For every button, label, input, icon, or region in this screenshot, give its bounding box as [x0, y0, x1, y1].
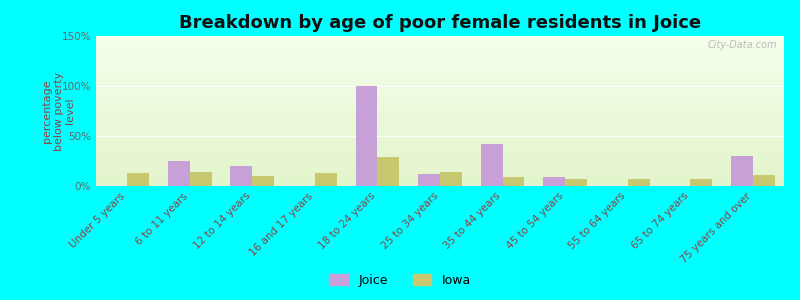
- Bar: [168, 161, 190, 186]
- Bar: [127, 173, 149, 186]
- Bar: [355, 86, 378, 186]
- Bar: [230, 166, 252, 186]
- Bar: [731, 156, 753, 186]
- Bar: [252, 176, 274, 186]
- Bar: [190, 172, 212, 186]
- Title: Breakdown by age of poor female residents in Joice: Breakdown by age of poor female resident…: [179, 14, 701, 32]
- Bar: [502, 177, 525, 186]
- Bar: [628, 179, 650, 186]
- Bar: [378, 157, 399, 186]
- Bar: [543, 177, 565, 186]
- Bar: [418, 174, 440, 186]
- Bar: [315, 173, 337, 186]
- Legend: Joice, Iowa: Joice, Iowa: [326, 270, 474, 291]
- Bar: [753, 175, 774, 186]
- Bar: [440, 172, 462, 186]
- Bar: [690, 179, 712, 186]
- Y-axis label: percentage
below poverty
level: percentage below poverty level: [42, 71, 75, 151]
- Text: City-Data.com: City-Data.com: [707, 40, 777, 50]
- Bar: [565, 179, 587, 186]
- Bar: [481, 144, 502, 186]
